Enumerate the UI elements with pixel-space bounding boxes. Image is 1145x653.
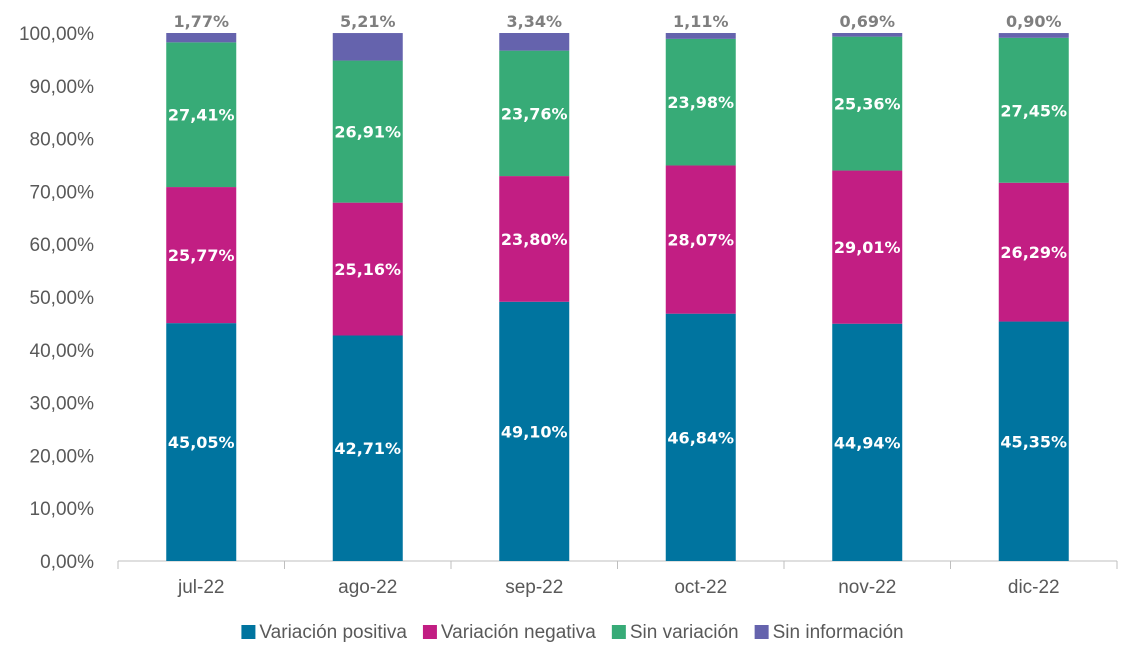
bar-segment — [499, 301, 570, 561]
bar-segment — [499, 50, 570, 177]
bar-segment — [998, 321, 1069, 561]
x-tick-label: dic-22 — [1008, 577, 1060, 598]
y-tick-label: 100,00% — [19, 24, 94, 45]
bar-segment — [998, 37, 1069, 183]
bar-segment — [166, 42, 237, 188]
bar-segment — [332, 202, 403, 336]
data-label: 27,41% — [168, 106, 235, 125]
bar-segment — [332, 33, 403, 61]
legend-label: Sin información — [773, 622, 904, 643]
y-tick-label: 60,00% — [30, 235, 95, 256]
y-tick-label: 90,00% — [30, 77, 95, 98]
bar-segment — [665, 313, 736, 561]
legend-item: Variación positiva — [241, 622, 407, 643]
bar-segment — [832, 323, 903, 561]
data-label: 5,21% — [340, 12, 396, 31]
data-labels: 45,05% 25,77% 27,41% 1,77% 42,71% 25,16% 26,91… — [168, 12, 1067, 458]
data-label: 25,36% — [834, 95, 901, 114]
bar-segment — [166, 33, 237, 43]
data-label: 1,11% — [673, 12, 729, 31]
x-tick-label: oct-22 — [674, 577, 727, 598]
data-label: 45,05% — [168, 433, 235, 452]
bars — [166, 33, 1069, 561]
data-label: 25,77% — [168, 246, 235, 265]
data-label: 0,90% — [1006, 12, 1062, 31]
data-label: 3,34% — [506, 12, 562, 31]
legend-label: Sin variación — [630, 622, 739, 643]
x-tick-label: ago-22 — [338, 577, 397, 598]
legend: Variación positiva Variación negativa Sin … — [241, 622, 904, 643]
bar-segment — [832, 170, 903, 324]
data-label: 29,01% — [834, 238, 901, 257]
data-label: 23,98% — [667, 93, 734, 112]
data-label: 28,07% — [667, 231, 734, 250]
data-label: 42,71% — [334, 439, 401, 458]
bar-segment — [998, 33, 1069, 38]
bar-segment — [499, 176, 570, 302]
legend-label: Variación positiva — [259, 622, 407, 643]
data-label: 25,16% — [334, 260, 401, 279]
bar-segment — [166, 323, 237, 561]
bar-segment — [332, 60, 403, 203]
bar-segment — [332, 335, 403, 561]
legend-item: Variación negativa — [422, 622, 596, 643]
legend-item: Sin variación — [611, 622, 739, 643]
bar-segment — [832, 33, 903, 37]
data-label: 27,45% — [1000, 101, 1067, 120]
bar-segment — [832, 36, 903, 171]
legend-swatch — [422, 625, 437, 639]
data-label: 46,84% — [667, 428, 734, 447]
legend-item: Sin información — [754, 622, 904, 643]
x-tick-label: jul-22 — [177, 577, 224, 598]
x-tick-label: sep-22 — [505, 577, 563, 598]
y-tick-label: 20,00% — [30, 446, 95, 467]
data-label: 23,76% — [501, 104, 568, 123]
data-label: 26,91% — [334, 123, 401, 142]
data-label: 23,80% — [501, 230, 568, 249]
legend-swatch — [611, 625, 626, 639]
bar-segment — [665, 165, 736, 314]
y-tick-label: 10,00% — [30, 499, 95, 520]
x-tick-label: nov-22 — [838, 577, 896, 598]
legend-label: Variación negativa — [441, 622, 596, 643]
bar-segment — [166, 187, 237, 324]
data-label: 45,35% — [1000, 432, 1067, 451]
legend-swatch — [754, 625, 769, 639]
y-tick-label: 70,00% — [30, 182, 95, 203]
y-tick-label: 0,00% — [40, 552, 94, 573]
y-tick-label: 80,00% — [30, 130, 95, 151]
data-label: 0,69% — [839, 12, 895, 31]
data-label: 49,10% — [501, 422, 568, 441]
data-label: 1,77% — [173, 12, 229, 31]
data-label: 44,94% — [834, 433, 901, 452]
legend-swatch — [241, 625, 256, 639]
bar-segment — [665, 33, 736, 39]
data-label: 26,29% — [1000, 243, 1067, 262]
y-tick-label: 30,00% — [30, 394, 95, 415]
bar-segment — [665, 38, 736, 166]
y-tick-label: 40,00% — [30, 341, 95, 362]
bar-segment — [499, 33, 570, 51]
bar-segment — [998, 182, 1069, 322]
x-axis: jul-22 ago-22 sep-22 oct-22 nov-22 dic-22 — [117, 560, 1118, 598]
y-axis: 0,00% 10,00% 20,00% 30,00% 40,00% 50,00% 60,00… — [19, 24, 94, 573]
y-tick-label: 50,00% — [30, 288, 95, 309]
